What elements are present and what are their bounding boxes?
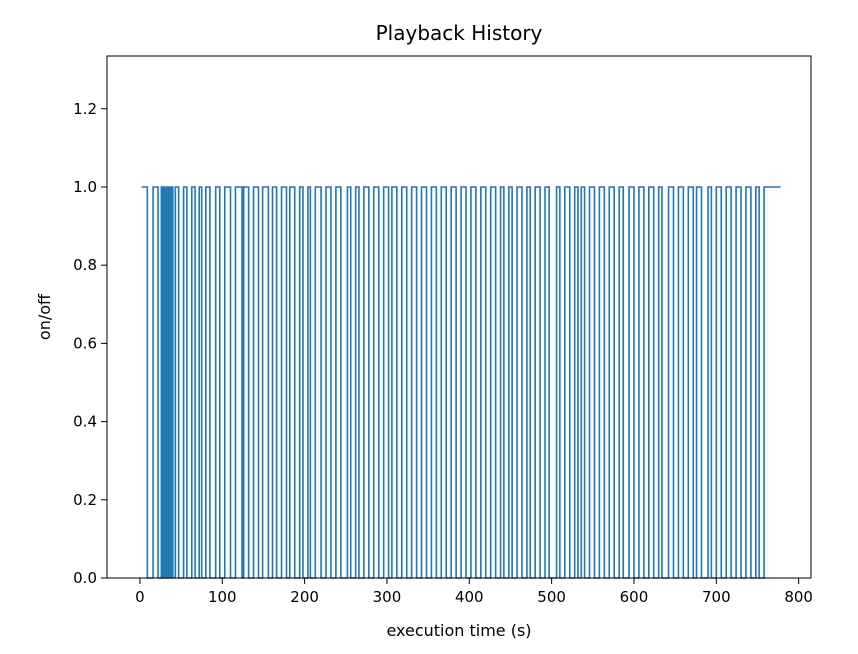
x-tick-label: 0	[135, 588, 145, 606]
x-tick-label: 400	[455, 588, 484, 606]
axes-frame	[106, 55, 812, 579]
y-tick-label: 0.6	[73, 334, 97, 352]
series-line	[141, 186, 781, 579]
plot-area	[141, 186, 781, 579]
x-tick-label: 200	[290, 588, 319, 606]
y-tick-label: 0.2	[73, 491, 97, 509]
x-tick-label: 700	[702, 588, 731, 606]
x-tick-label: 800	[784, 588, 813, 606]
x-tick-label: 500	[537, 588, 566, 606]
y-tick-label: 1.2	[73, 100, 97, 118]
y-tick-label: 1.0	[73, 178, 97, 196]
x-axis: 0 100 200 300 400 500 600 700 800	[135, 578, 813, 606]
chart-title: Playback History	[376, 21, 543, 45]
y-tick-label: 0.0	[73, 569, 97, 587]
y-axis-label: on/off	[35, 293, 54, 340]
y-axis: 0.0 0.2 0.4 0.6 0.8 1.0 1.2	[73, 100, 107, 587]
y-tick-label: 0.4	[73, 413, 97, 431]
x-tick-label: 300	[373, 588, 402, 606]
x-tick-label: 600	[620, 588, 649, 606]
x-tick-label: 100	[208, 588, 237, 606]
y-tick-label: 0.8	[73, 256, 97, 274]
x-axis-label: execution time (s)	[386, 621, 531, 640]
